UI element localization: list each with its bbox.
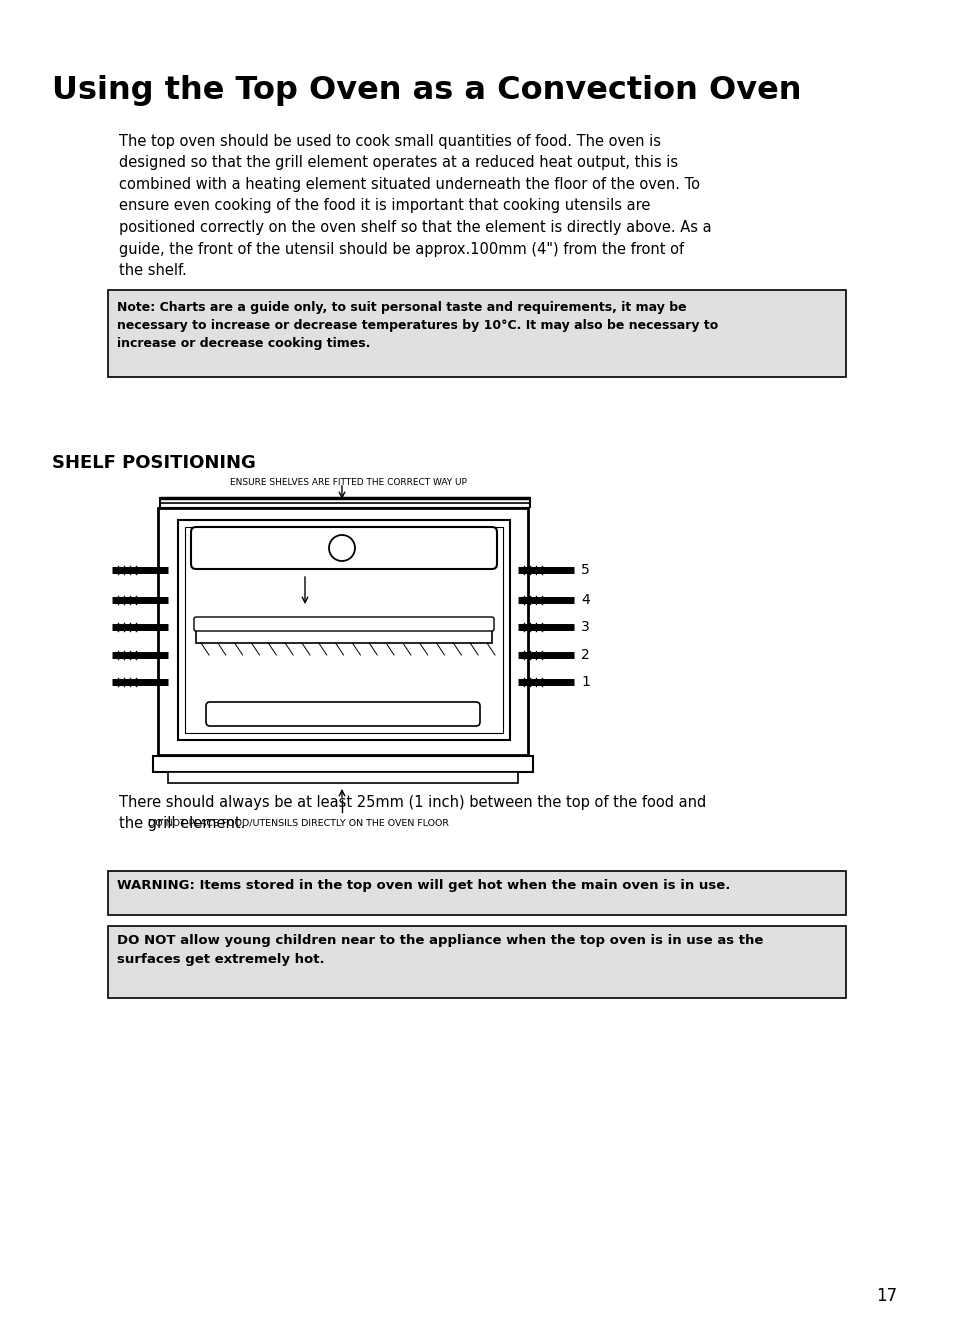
Text: ENSURE SHELVES ARE FITTED THE CORRECT WAY UP: ENSURE SHELVES ARE FITTED THE CORRECT WA…	[230, 478, 466, 488]
Text: 5: 5	[580, 562, 589, 577]
Text: 1: 1	[580, 675, 589, 689]
Bar	[185, 526, 502, 733]
Text: 2: 2	[580, 648, 589, 663]
Text: The top oven should be used to cook small quantities of food. The oven is
design: The top oven should be used to cook smal…	[119, 134, 711, 278]
Text: WARNING: Items stored in the top oven will get hot when the main oven is in use.: WARNING: Items stored in the top oven wi…	[117, 879, 730, 892]
Bar	[168, 772, 517, 783]
Text: 17: 17	[875, 1288, 896, 1305]
Text: Using the Top Oven as a Convection Oven: Using the Top Oven as a Convection Oven	[52, 75, 801, 106]
Text: DO NOT PLACE FOOD/UTENSILS DIRECTLY ON THE OVEN FLOOR: DO NOT PLACE FOOD/UTENSILS DIRECTLY ON T…	[148, 818, 449, 827]
Text: 3: 3	[580, 620, 589, 635]
FancyBboxPatch shape	[193, 617, 494, 631]
FancyBboxPatch shape	[206, 701, 479, 725]
Circle shape	[329, 534, 355, 561]
FancyBboxPatch shape	[191, 526, 497, 569]
Bar	[195, 627, 492, 643]
Bar	[158, 508, 527, 755]
Text: Note: Charts are a guide only, to suit personal taste and requirements, it may b: Note: Charts are a guide only, to suit p…	[117, 301, 718, 350]
Bar	[152, 756, 533, 772]
Text: There should always be at least 25mm (1 inch) between the top of the food and
th: There should always be at least 25mm (1 …	[119, 795, 706, 831]
Bar	[178, 520, 510, 740]
Text: 4: 4	[580, 593, 589, 607]
Text: SHELF POSITIONING: SHELF POSITIONING	[52, 454, 256, 472]
Text: DO NOT allow young children near to the appliance when the top oven is in use as: DO NOT allow young children near to the …	[117, 934, 763, 966]
